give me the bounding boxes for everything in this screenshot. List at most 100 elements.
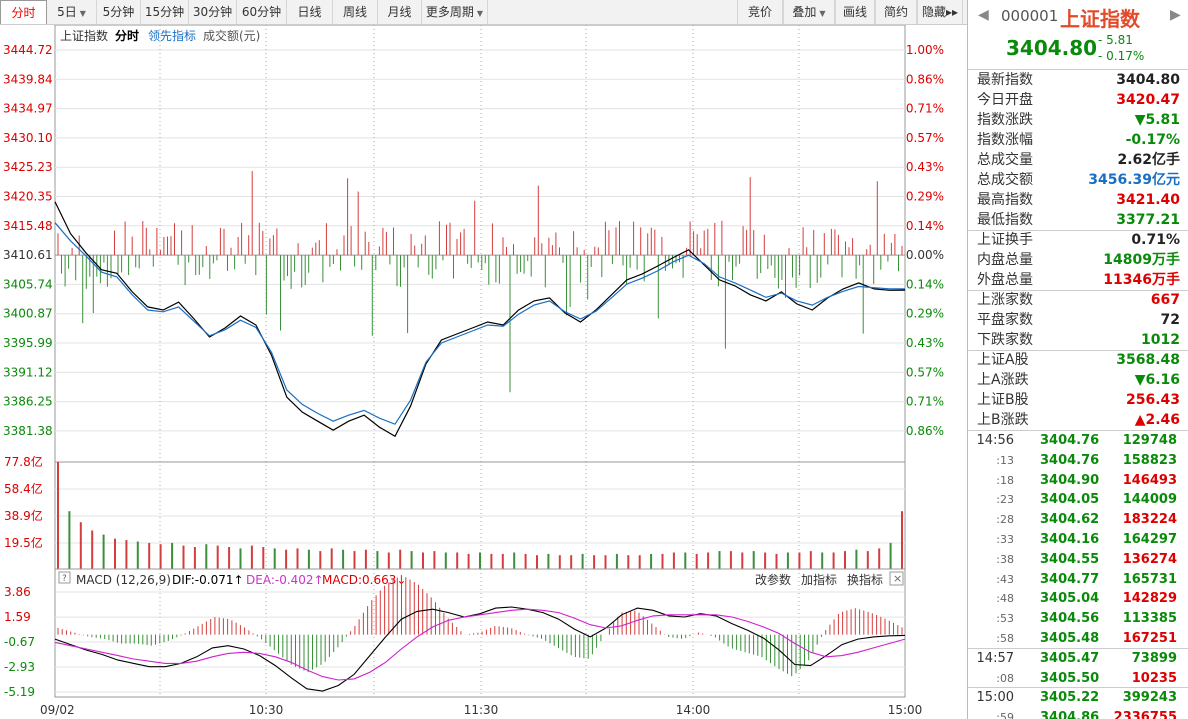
tick-volume: 129748 xyxy=(1122,433,1177,448)
price-tick-label: 3434.97 xyxy=(3,102,53,116)
time-tick-label: 15:00 xyxy=(888,703,923,717)
chevron-down-icon: ▼ xyxy=(819,9,826,18)
period-tab-0[interactable]: 分时 xyxy=(0,0,47,24)
stat-row: 最新指数 3404.80 xyxy=(968,70,1188,90)
divider xyxy=(968,230,1188,231)
price-tick-label: 3381.38 xyxy=(3,424,53,438)
macd-value: MACD:0.663↓ xyxy=(322,573,406,587)
switch-indicator-button[interactable]: 换指标 xyxy=(847,572,883,587)
stat-row: 外盘总量 11346万手 xyxy=(968,270,1188,290)
tick-row: :58 3405.48 167251 xyxy=(968,629,1188,649)
chevron-down-icon: ▼ xyxy=(79,9,86,18)
divider xyxy=(968,687,1188,689)
stat-label: 下跌家数 xyxy=(977,332,1033,348)
quote-panel: ◀ 000001 上证指数 ▶ 3404.80 - 5.81 - 0.17% 最… xyxy=(967,0,1188,719)
tool-button-2[interactable]: 画线 xyxy=(835,0,875,24)
tick-price: 3404.56 xyxy=(1040,611,1100,627)
period-tab-6[interactable]: 日线 xyxy=(287,0,333,24)
tick-row: :43 3404.77 165731 xyxy=(968,570,1188,590)
period-tab-8[interactable]: 月线 xyxy=(378,0,422,24)
stat-label: 上证B股 xyxy=(977,392,1029,408)
stat-row: 总成交额 3456.39亿元 xyxy=(968,170,1188,190)
period-tab-3[interactable]: 15分钟 xyxy=(141,0,189,24)
period-tab-label: 周线 xyxy=(342,5,367,19)
macd-help-icon[interactable] xyxy=(58,571,71,584)
tool-button-4[interactable]: 隐藏▸▸ xyxy=(917,0,963,24)
question-icon: ? xyxy=(62,574,67,584)
tick-time: :38 xyxy=(996,552,1014,566)
close-icon[interactable] xyxy=(889,571,904,586)
price-tick-label: 3420.35 xyxy=(3,190,53,204)
price-tick-label: 3430.10 xyxy=(3,131,53,145)
chart-mode-label: 分时 xyxy=(115,28,139,43)
time-tick-label: 10:30 xyxy=(249,703,284,717)
price-tick-label: 3415.48 xyxy=(3,219,53,233)
change-percent: - 0.17% xyxy=(1098,49,1145,63)
tick-volume: 10235 xyxy=(1131,670,1177,686)
leading-index-line xyxy=(54,222,905,425)
tick-price: 3404.76 xyxy=(1040,452,1100,468)
stat-label: 指数涨跌 xyxy=(977,112,1033,128)
percent-tick-label: 0.86% xyxy=(906,424,944,438)
tick-row: :13 3404.76 158823 xyxy=(968,451,1188,471)
time-tick-label: 09/02 xyxy=(40,703,75,717)
volume-tick-label: 38.9亿 xyxy=(4,508,43,523)
tick-row: :08 3405.50 10235 xyxy=(968,669,1188,689)
tick-time: :58 xyxy=(996,632,1014,645)
period-tab-7[interactable]: 周线 xyxy=(333,0,378,24)
macd-tick-label: -2.93 xyxy=(4,660,35,674)
percent-tick-label: 0.86% xyxy=(906,72,944,86)
tick-volume: 136274 xyxy=(1122,551,1177,567)
period-tab-5[interactable]: 60分钟 xyxy=(237,0,287,24)
add-indicator-button[interactable]: 加指标 xyxy=(801,572,837,587)
stat-row: 总成交量 2.62亿手 xyxy=(968,150,1188,170)
period-tab-1[interactable]: 5日 ▼ xyxy=(47,0,97,24)
stat-label: 最低指数 xyxy=(977,212,1033,228)
next-arrow-icon[interactable]: ▶ xyxy=(1170,7,1181,23)
stat-row: 上A涨跌 ▼6.16 xyxy=(968,370,1188,390)
macd-name: MACD (12,26,9) xyxy=(76,573,171,587)
tool-button-1[interactable]: 叠加 ▼ xyxy=(783,0,835,24)
tool-button-0[interactable]: 竞价 xyxy=(737,0,783,24)
tick-row: :28 3404.62 183224 xyxy=(968,510,1188,530)
tick-row: :33 3404.16 164297 xyxy=(968,530,1188,550)
chart-area[interactable]: 上证指数 分时 领先指标 成交额(元) 3444.72 1.00% 3439.84 0.86%… xyxy=(0,25,967,719)
period-tab-2[interactable]: 5分钟 xyxy=(97,0,141,24)
period-tab-4[interactable]: 30分钟 xyxy=(189,0,237,24)
time-tick-label: 11:30 xyxy=(464,703,499,717)
period-tab-9[interactable]: 更多周期 ▼ xyxy=(422,0,488,24)
tick-time: 14:56 xyxy=(976,433,1014,448)
percent-tick-label: 1.00% xyxy=(906,43,944,57)
price-tick-label: 3425.23 xyxy=(3,160,53,174)
stat-row: 指数涨幅 -0.17% xyxy=(968,130,1188,150)
stat-value: 1012 xyxy=(1141,332,1180,348)
close-glyph: × xyxy=(893,572,902,585)
stat-value: 3568.48 xyxy=(1116,352,1180,368)
prev-arrow-icon[interactable]: ◀ xyxy=(978,7,989,23)
tick-row: :53 3404.56 113385 xyxy=(968,609,1188,629)
stat-label: 最新指数 xyxy=(977,72,1033,88)
tick-row: 15:00 3405.22 399243 xyxy=(968,688,1188,708)
tick-volume: 158823 xyxy=(1122,452,1177,468)
percent-tick-label: 0.43% xyxy=(906,336,944,350)
tick-price: 3405.22 xyxy=(1040,690,1100,706)
tick-price: 3404.77 xyxy=(1040,571,1100,587)
tick-volume: 113385 xyxy=(1122,611,1177,627)
period-tab-label: 日线 xyxy=(297,5,322,19)
period-tab-label: 5分钟 xyxy=(102,5,135,19)
stat-row: 指数涨跌 ▼5.81 xyxy=(968,110,1188,130)
stat-value: 0.71% xyxy=(1131,232,1180,248)
tool-button-3[interactable]: 简约 xyxy=(875,0,917,24)
period-tab-label: 30分钟 xyxy=(192,5,233,19)
macd-params-button[interactable]: 改参数 xyxy=(755,572,791,587)
volume-tick-label: 77.8亿 xyxy=(4,454,43,469)
macd-dif: DIF:-0.071↑ xyxy=(172,573,244,587)
percent-tick-label: 0.71% xyxy=(906,395,944,409)
tick-time: :48 xyxy=(996,592,1014,606)
stat-row: 上涨家数 667 xyxy=(968,290,1188,310)
stat-row: 平盘家数 72 xyxy=(968,310,1188,330)
price-tick-label: 3391.12 xyxy=(3,365,53,379)
tick-time: :59 xyxy=(996,711,1014,719)
macd-dea: DEA:-0.402↑ xyxy=(246,573,324,587)
tick-row: 14:56 3404.76 129748 xyxy=(968,431,1188,451)
